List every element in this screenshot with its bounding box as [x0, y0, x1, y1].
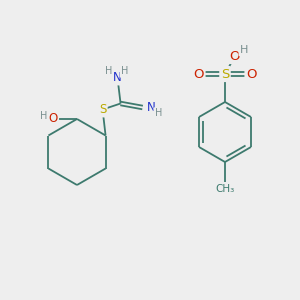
Text: O: O: [48, 112, 58, 125]
Text: H: H: [105, 67, 112, 76]
Text: H: H: [240, 45, 248, 55]
Text: O: O: [230, 50, 240, 62]
Text: CH₃: CH₃: [215, 184, 235, 194]
Text: H: H: [154, 109, 162, 118]
Text: N: N: [113, 71, 122, 84]
Text: O: O: [194, 68, 204, 80]
Text: H: H: [121, 67, 128, 76]
Text: H: H: [40, 111, 48, 121]
Text: O: O: [246, 68, 256, 80]
Text: N: N: [147, 101, 155, 114]
Text: S: S: [99, 103, 106, 116]
Text: S: S: [221, 68, 229, 80]
